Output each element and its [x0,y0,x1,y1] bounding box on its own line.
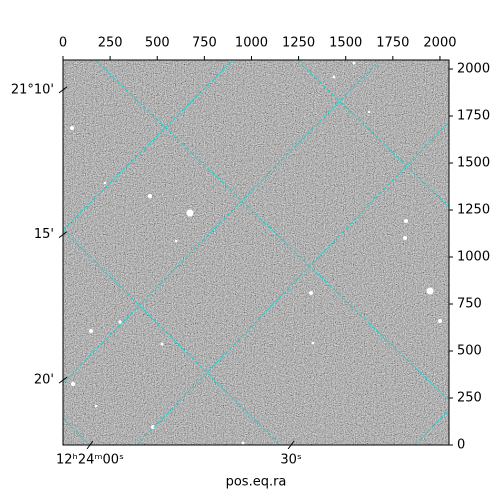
x-tick-label: 1250 [282,36,315,51]
x-tick-label: 750 [192,36,217,51]
y-tick-label: 0 [457,438,465,453]
dec-tick-label: 20' [34,373,54,388]
y-tick-label: 1000 [457,250,490,265]
dec-tick-label: 21°10' [11,82,54,97]
x-tick-label: 500 [145,36,170,51]
dec-tick [58,231,68,239]
x-tick-label: 1750 [376,36,409,51]
y-tick-label: 2000 [457,62,490,77]
y-tick-label: 500 [457,344,482,359]
y-tick-label: 1750 [457,109,490,124]
x-tick-label: 2000 [423,36,456,51]
coordinate-grid [63,60,449,445]
x-tick-label: 0 [59,36,67,51]
plot-frame [62,59,450,446]
sky-image [63,60,449,445]
y-tick-label: 250 [457,391,482,406]
dec-tick-label: 15' [34,227,54,242]
ra-tick-label: 12ʰ24ᵐ00ˢ [56,453,124,468]
ra-tick [86,440,94,450]
y-tick-label: 1500 [457,156,490,171]
dec-tick [58,86,68,94]
y-tick-label: 1250 [457,203,490,218]
ra-tick-label: 30ˢ [280,453,302,468]
x-tick-label: 1500 [329,36,362,51]
y-tick-label: 750 [457,297,482,312]
x-axis-label: pos.eq.ra [226,475,287,490]
x-tick-label: 250 [98,36,123,51]
x-tick-label: 1000 [235,36,268,51]
ra-tick [287,440,295,450]
dec-tick [58,376,68,384]
